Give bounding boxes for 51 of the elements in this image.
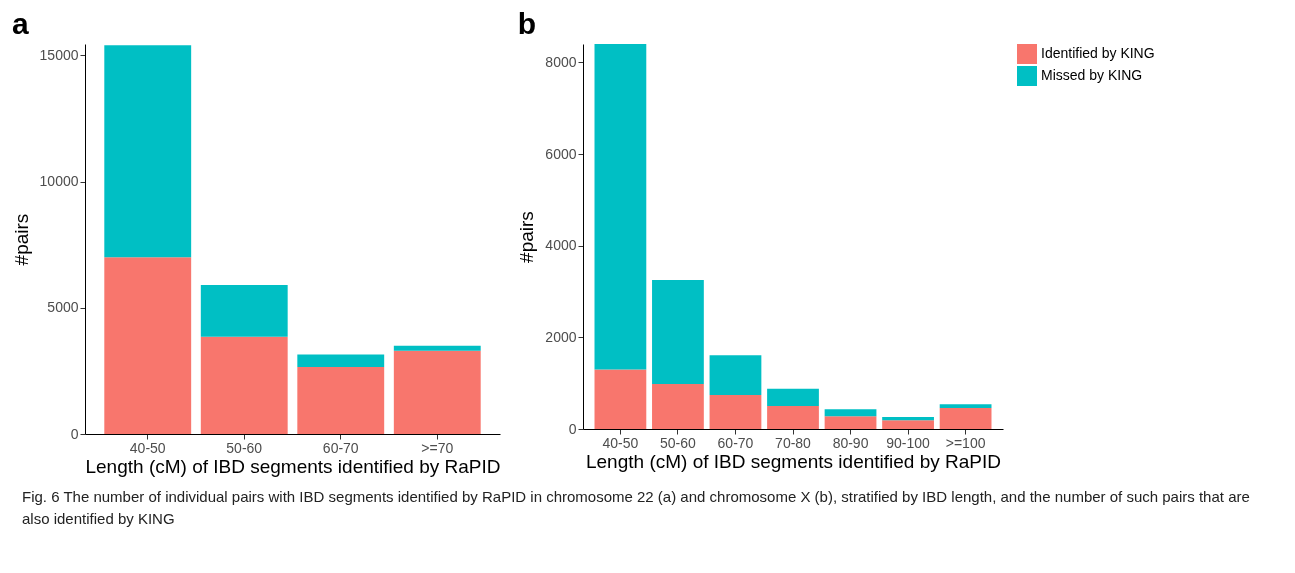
- bar: [200, 336, 288, 434]
- x-tick-label: 40-50: [602, 434, 639, 451]
- x-tick-label: 60-70: [717, 434, 754, 451]
- bar: [393, 345, 481, 351]
- x-tick-label: >=100: [945, 434, 986, 451]
- y-tick-label: 5000: [47, 299, 79, 316]
- bar: [104, 45, 192, 258]
- x-tick-label: 80-90: [832, 434, 869, 451]
- y-tick-label: 4000: [545, 237, 577, 254]
- y-tick-label: 0: [568, 420, 577, 437]
- x-tick-label: 60-70: [322, 439, 359, 456]
- x-tick-label: >=70: [421, 439, 454, 456]
- bar: [882, 417, 934, 421]
- bar: [297, 367, 385, 434]
- y-tick-label: 6000: [545, 145, 577, 162]
- y-axis-title: #pairs: [10, 213, 32, 266]
- bar: [709, 355, 762, 396]
- bar: [652, 280, 704, 385]
- bar: [767, 406, 819, 429]
- x-tick-label: 40-50: [129, 439, 166, 456]
- legend-label: Missed by KING: [1041, 67, 1143, 83]
- bar: [882, 420, 934, 429]
- bar: [824, 416, 877, 429]
- bar: [594, 369, 647, 429]
- chart-title: b: [517, 7, 537, 40]
- caption: Fig. 6 The number of individual pairs with IBD segments identified by RaPID in chromosome 22 (a) and chromosome X (b), stratified by IBD length, and the number of such pairs that are also identified by KING: [22, 487, 1251, 529]
- bar: [297, 354, 385, 368]
- y-tick-label: 2000: [545, 328, 577, 345]
- x-axis-title: Length (cM) of IBD segments identified by RaPID: [585, 450, 1002, 472]
- bar: [939, 404, 992, 408]
- bar: [393, 350, 481, 434]
- y-tick-label: 10000: [39, 173, 79, 190]
- bar: [104, 257, 192, 434]
- bar: [200, 285, 288, 337]
- x-axis-title: Length (cM) of IBD segments identified by RaPID: [85, 455, 501, 477]
- x-tick-label: 70-80: [775, 434, 812, 451]
- x-tick-label: 50-60: [226, 439, 263, 456]
- bar: [594, 44, 647, 370]
- bar: [652, 384, 704, 429]
- bar: [709, 395, 762, 429]
- bar: [824, 409, 877, 417]
- bar: [939, 407, 992, 429]
- x-tick-label: 90-100: [886, 434, 931, 451]
- legend-label: Identified by KING: [1041, 45, 1155, 61]
- chart-title: a: [12, 7, 30, 40]
- y-axis-title: #pairs: [516, 211, 538, 263]
- y-tick-label: 8000: [545, 53, 577, 70]
- y-tick-label: 15000: [39, 46, 79, 63]
- bar: [767, 388, 819, 407]
- y-tick-label: 0: [70, 425, 79, 442]
- x-tick-label: 50-60: [660, 434, 697, 451]
